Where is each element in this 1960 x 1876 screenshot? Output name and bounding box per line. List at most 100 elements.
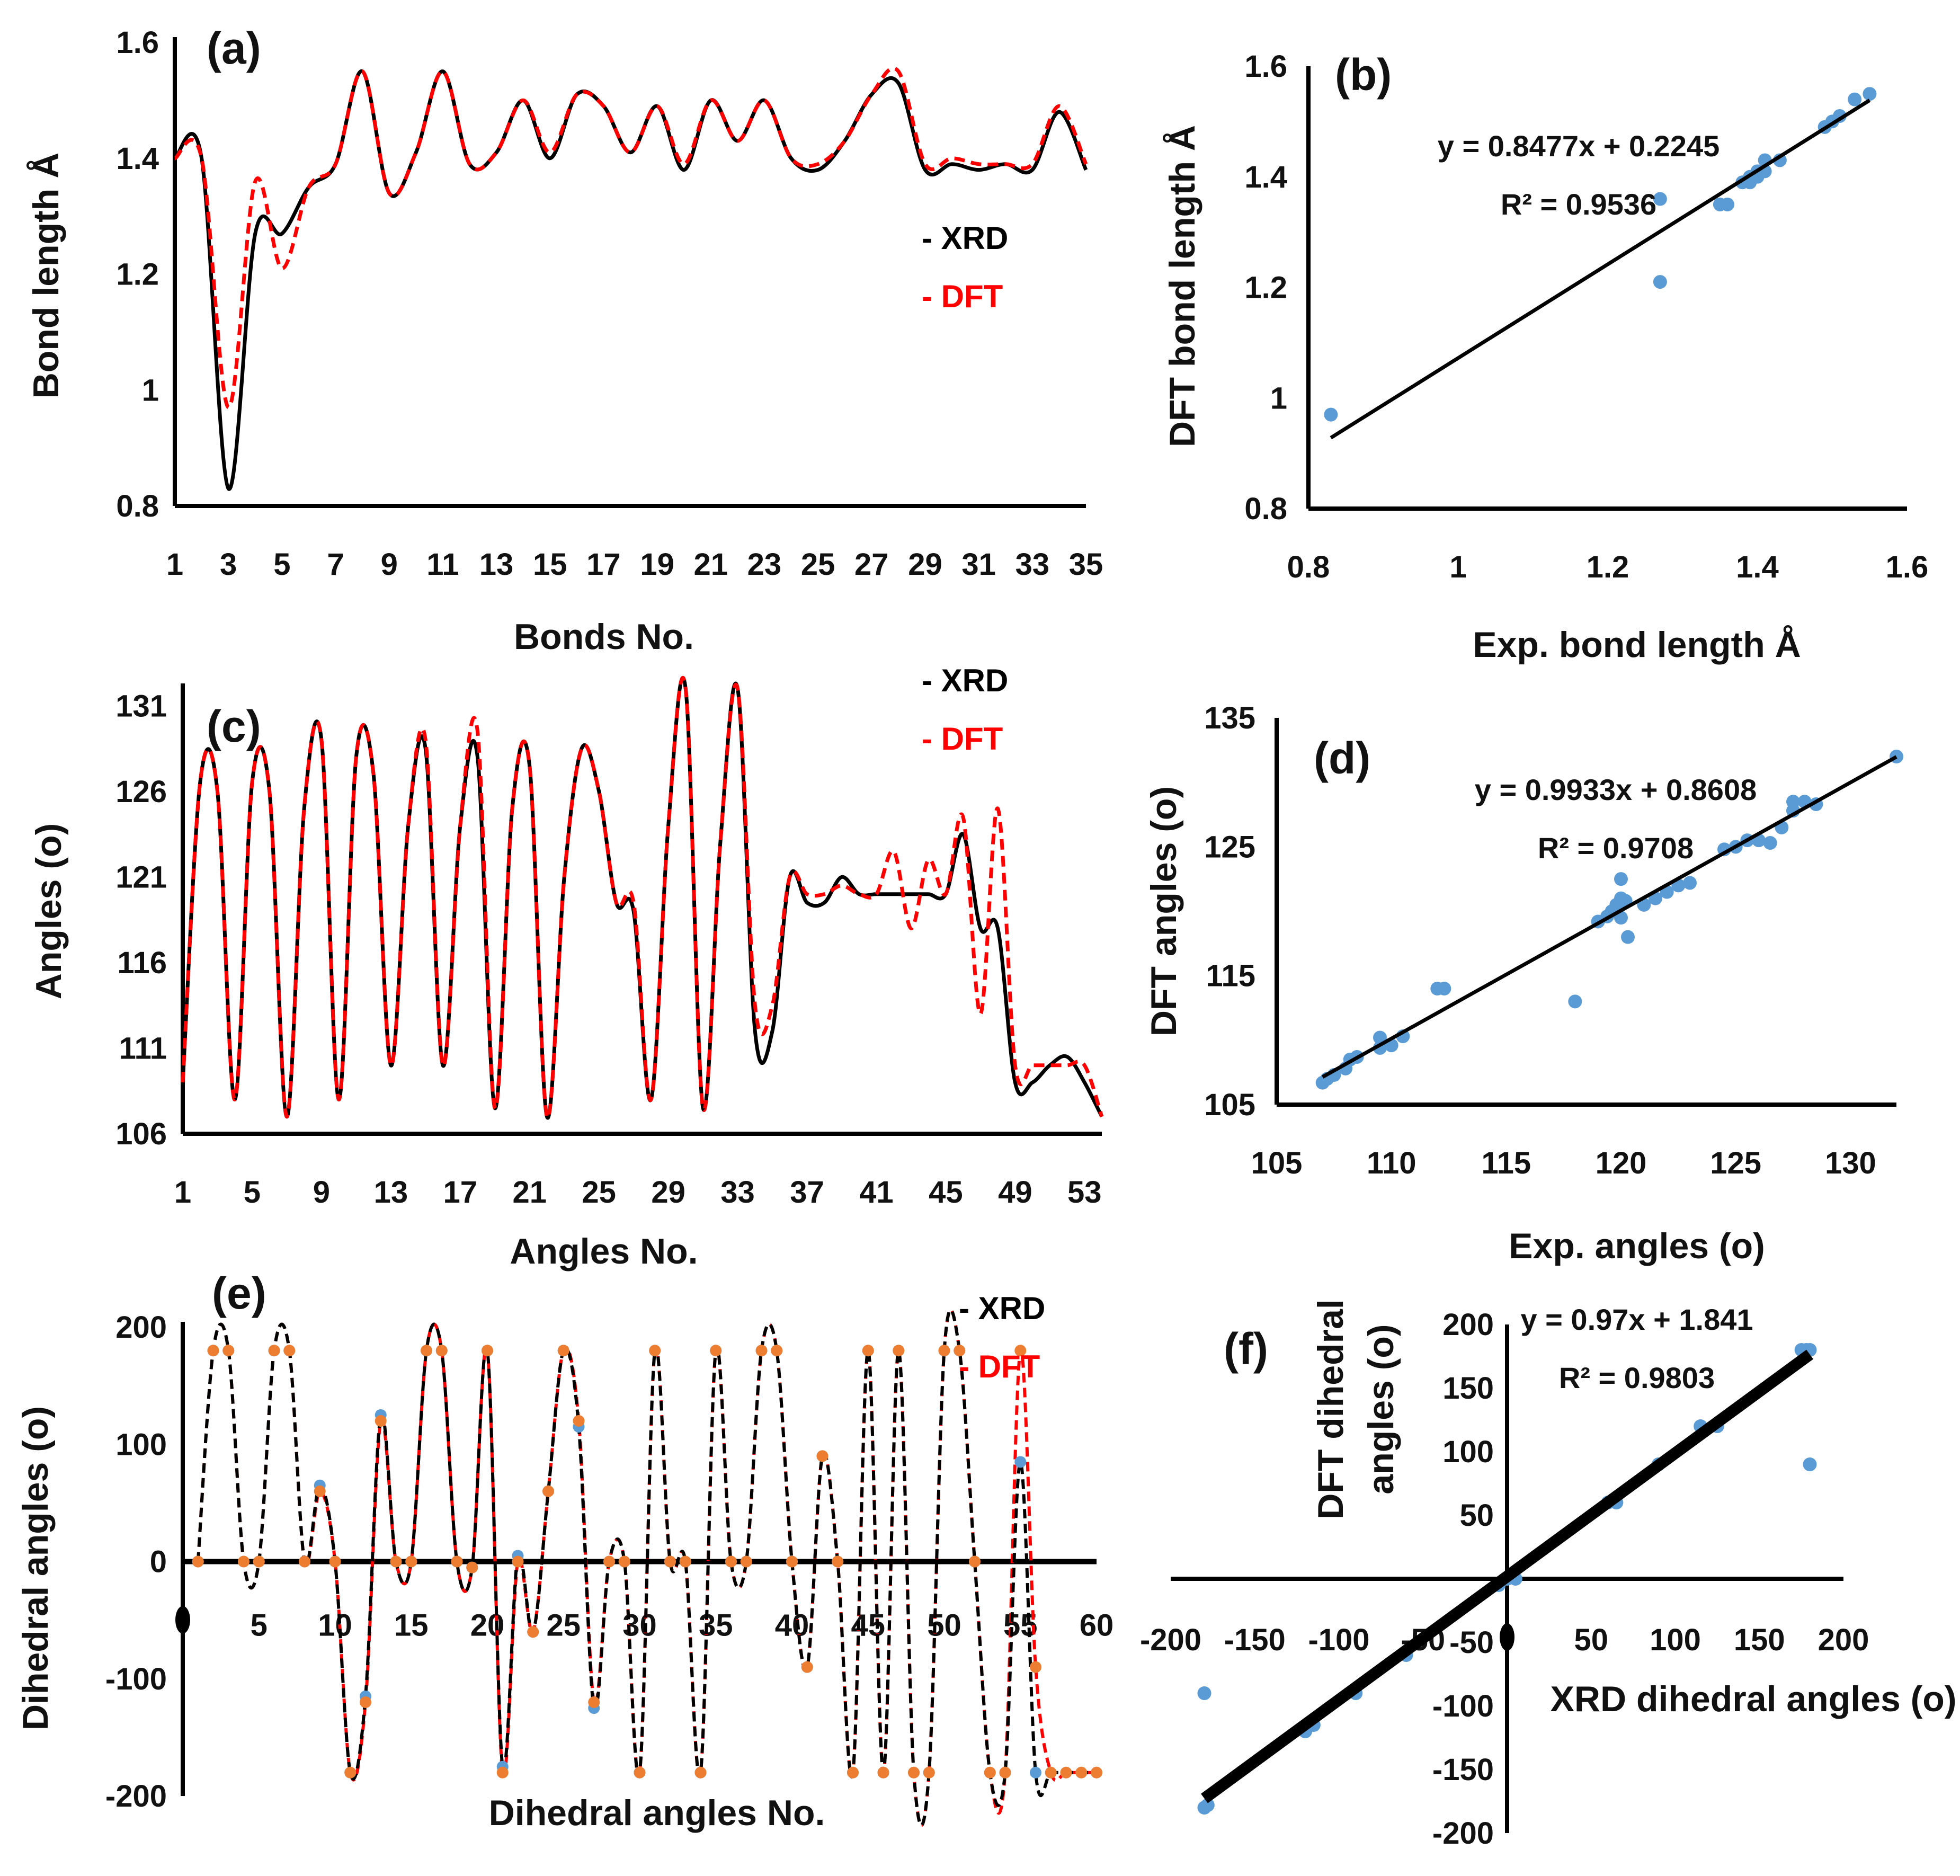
x-tick-label: 1 [1449, 550, 1466, 584]
dft-point [634, 1766, 646, 1779]
data-point [1197, 1686, 1211, 1700]
dft-point [253, 1555, 265, 1568]
x-tick-label: 15 [533, 547, 567, 582]
dft-point [710, 1345, 722, 1357]
y-tick-label: 121 [115, 860, 167, 894]
x-tick-label: 1 [166, 547, 183, 582]
x-tick-label: 120 [1596, 1146, 1647, 1180]
dft-point [862, 1345, 874, 1357]
y-axis-title: DFT bond length Å [1162, 125, 1202, 447]
y-tick-label: 0 [150, 1545, 167, 1579]
dft-point [786, 1555, 798, 1568]
data-point [1568, 994, 1582, 1009]
data-point [1763, 836, 1777, 850]
data-point [1863, 87, 1877, 101]
y-tick-label: 100 [115, 1427, 167, 1462]
y-tick-label: 115 [1206, 959, 1255, 993]
x-tick-label: 0.8 [1287, 550, 1330, 584]
y-axis-title: Bond length Å [26, 153, 66, 399]
x-axis-title: Dihedral angles No. [489, 1793, 825, 1833]
x-tick-label: 110 [1367, 1146, 1416, 1180]
y-tick-label: -50 [1449, 1625, 1494, 1660]
data-point [1437, 982, 1451, 995]
x-tick-label: 37 [790, 1175, 824, 1210]
dft-point [816, 1450, 828, 1462]
dft-point [679, 1555, 691, 1568]
trendline [1321, 755, 1897, 1079]
r-squared: R² = 0.9536 [1501, 188, 1656, 221]
x-tick-label: 17 [443, 1175, 478, 1210]
xrd-point [1014, 1456, 1027, 1468]
series-line-xrd [196, 1308, 1097, 1827]
x-tick-label: 13 [374, 1175, 408, 1210]
panel-label: (b) [1335, 50, 1392, 100]
x-tick-label: 105 [1251, 1146, 1303, 1180]
dft-point [557, 1345, 569, 1357]
dft-point [329, 1555, 341, 1568]
r-squared: R² = 0.9803 [1559, 1361, 1715, 1394]
dft-point [482, 1345, 493, 1357]
dft-point [405, 1555, 417, 1568]
x-axis-title: Exp. angles (o) [1509, 1226, 1765, 1266]
dft-point [512, 1555, 524, 1568]
x-axis-title: Angles No. [510, 1231, 698, 1272]
x-tick-label: 60 [1080, 1608, 1114, 1643]
dft-point [421, 1345, 432, 1357]
x-tick-label: 20 [470, 1608, 505, 1643]
series-line-dft [174, 66, 1088, 410]
x-axis-title: XRD dihedral angles (o) [1551, 1679, 1957, 1719]
y-tick-label: 200 [115, 1310, 167, 1345]
dft-point [1060, 1766, 1072, 1779]
y-tick-label: -200 [105, 1779, 167, 1813]
dft-point [466, 1561, 478, 1573]
dft-point [222, 1345, 235, 1357]
dft-point [344, 1766, 357, 1779]
x-tick-label: 41 [859, 1175, 894, 1210]
panel-label: (a) [207, 23, 261, 73]
x-tick-label: 125 [1710, 1146, 1761, 1180]
dft-point [496, 1766, 509, 1779]
data-point [1653, 275, 1667, 289]
dft-point [999, 1766, 1011, 1779]
data-point [1683, 876, 1697, 890]
data-point [1614, 872, 1628, 886]
x-tick-label: -200 [1140, 1623, 1201, 1657]
dft-point [847, 1766, 859, 1779]
dft-point [542, 1485, 554, 1497]
y-tick-label: 116 [117, 946, 167, 980]
legend-dft: - DFT [922, 279, 1003, 314]
x-tick-label: 200 [1818, 1623, 1869, 1657]
legend-xrd: - XRD [959, 1291, 1045, 1326]
y-axis-title: Angles (o) [29, 823, 69, 999]
dft-point [603, 1555, 615, 1568]
y-tick-label: 100 [1442, 1435, 1494, 1469]
x-axis-title: Bonds No. [514, 617, 694, 657]
dft-point [1014, 1345, 1027, 1357]
y-tick-label: 1.2 [1244, 271, 1287, 305]
x-tick-label: 15 [394, 1608, 429, 1643]
dft-point [969, 1555, 981, 1568]
y-tick-label: 106 [115, 1117, 167, 1151]
x-tick-label: 150 [1734, 1623, 1785, 1657]
x-tick-label: 1.2 [1587, 550, 1629, 584]
panel-d-angles-correlation: 105 110 115 120 125 130 105 115 125 135 y = 0.9933… [1144, 701, 1903, 1266]
dft-point [299, 1555, 310, 1568]
x-tick-label: 1.6 [1886, 550, 1929, 584]
dft-point [375, 1415, 387, 1427]
y-tick-label: 1.4 [1244, 160, 1287, 194]
dft-point [908, 1766, 920, 1779]
dft-point [451, 1555, 463, 1568]
origin-marker [175, 1606, 190, 1634]
dft-point [314, 1485, 326, 1497]
legend-xrd: - XRD [922, 663, 1008, 698]
y-tick-label: -100 [105, 1662, 167, 1696]
y-tick-label: -100 [1432, 1689, 1494, 1723]
xrd-point [1030, 1766, 1041, 1779]
y-tick-label: 1.2 [116, 257, 159, 292]
dft-point [618, 1555, 630, 1568]
x-tick-label: 13 [479, 547, 514, 582]
x-tick-label: 33 [720, 1175, 755, 1210]
x-tick-label: 27 [854, 547, 889, 582]
dft-point [923, 1766, 935, 1779]
